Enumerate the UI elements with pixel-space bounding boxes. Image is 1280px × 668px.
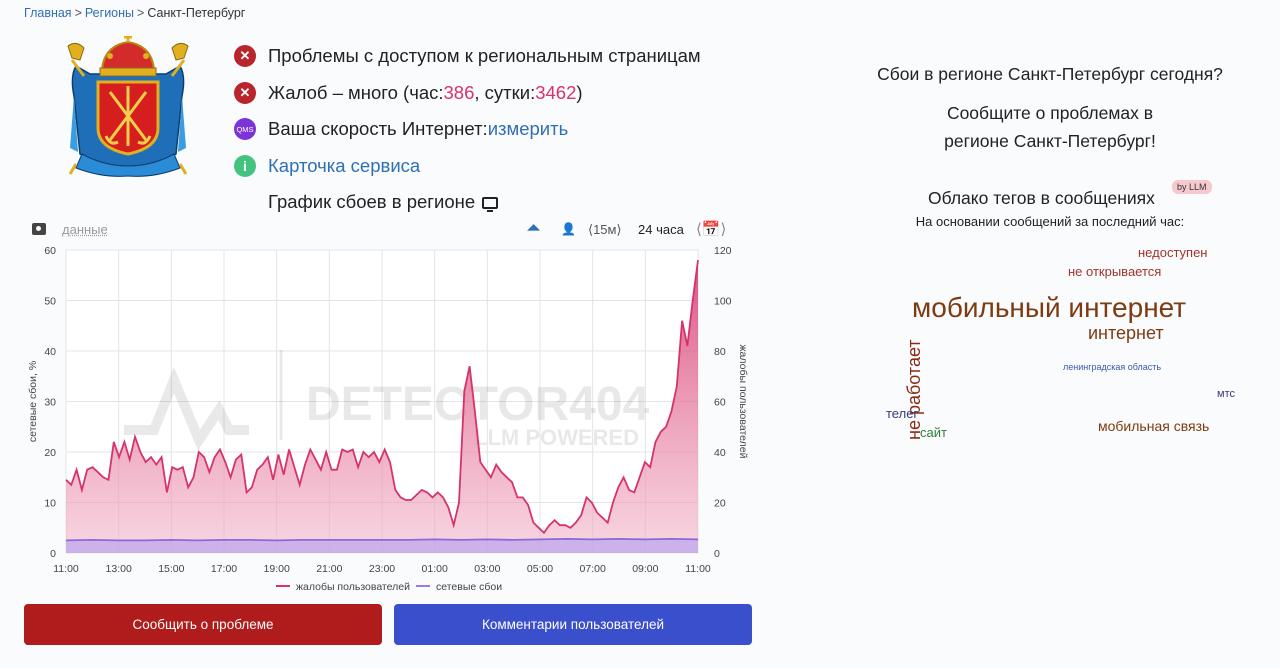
qms-icon: QMS	[234, 118, 256, 141]
x-tick-label: 11:00	[53, 563, 79, 575]
y-left-tick-label: 10	[44, 498, 56, 510]
tag-cloud-word[interactable]: мтс	[1217, 388, 1235, 400]
period-15m-button[interactable]: ⟨15м⟩	[588, 222, 622, 237]
info-icon: i	[234, 154, 256, 177]
user-icon[interactable]: 👤	[561, 222, 576, 236]
tag-cloud-word[interactable]: ленинградская область	[1063, 362, 1162, 372]
y-left-axis-label: сетевые сбои, %	[27, 361, 39, 442]
complaints-suffix: )	[576, 81, 583, 103]
x-tick-label: 07:00	[580, 563, 606, 575]
tag-cloud-word[interactable]: интернет	[1088, 323, 1164, 343]
x-tick-label: 09:00	[632, 563, 658, 575]
tag-cloud-title: Облако тегов в сообщениях	[928, 188, 1155, 208]
y-right-tick-label: 100	[714, 296, 732, 308]
breadcrumb-home-link[interactable]: Главная	[24, 6, 72, 20]
outage-chart: DETECTOR404 LLM POWERED 11:00 13:00 15:00 1…	[27, 245, 749, 593]
report-cta-line1: Сообщите о проблемах в	[946, 103, 1154, 123]
y-right-tick-label: 60	[714, 397, 726, 409]
complaints-area	[66, 260, 698, 553]
complaints-mid: , сутки:	[474, 81, 536, 103]
status-list: ✕ Проблемы с доступом к региональным стр…	[234, 38, 701, 221]
legend-complaints-label: жалобы пользователей	[296, 581, 410, 593]
complaints-hour-count: 386	[443, 81, 475, 103]
tag-cloud-word[interactable]: мобильный интернет	[912, 292, 1187, 323]
y-left-tick-label: 20	[44, 447, 56, 459]
breadcrumb: Главная > Регионы > Санкт-Петербург	[24, 6, 245, 20]
y-left-tick-label: 0	[50, 548, 56, 560]
graph-title-text: График сбоев в регионе	[268, 191, 476, 213]
y-right-axis-label: жалобы пользователей	[737, 345, 749, 459]
x-tick-label: 17:00	[211, 563, 237, 575]
monitor-icon[interactable]	[482, 197, 499, 213]
speed-text: Ваша скорость Интернет:	[268, 118, 488, 140]
report-cta-line2: регионе Санкт-Петербург!	[944, 131, 1156, 151]
region-question: Сбои в регионе Санкт-Петербург сегодня?	[877, 64, 1223, 84]
camera-icon[interactable]	[32, 223, 46, 235]
period-24h-button[interactable]: 24 часа	[638, 222, 684, 237]
calendar-nav-icon[interactable]: ⟨📅⟩	[696, 221, 727, 238]
chart-toolbar: данные ⏶ 👤 ⟨15м⟩ 24 часа ⟨📅⟩	[24, 219, 744, 241]
status-access-problems: ✕ Проблемы с доступом к региональным стр…	[234, 38, 701, 75]
coat-of-arms-icon	[67, 36, 189, 177]
y-right-tick-label: 40	[714, 447, 726, 459]
status-service-card: i Карточка сервиса	[234, 148, 701, 185]
tag-cloud-word[interactable]: сайт	[920, 425, 947, 440]
report-cta: Сообщите о проблемах в регионе Санкт-Пет…	[820, 99, 1280, 155]
error-icon: ✕	[234, 45, 256, 68]
breadcrumb-separator: >	[137, 6, 145, 20]
area-chart-icon[interactable]: ⏶	[527, 220, 540, 237]
y-right-tick-label: 0	[714, 548, 720, 560]
tag-cloud-word[interactable]: телег	[886, 406, 919, 421]
tag-cloud-word[interactable]: не открывается	[1068, 264, 1162, 279]
status-complaints: ✕ Жалоб – много (час: 386, сутки: 3462)	[234, 75, 701, 112]
breadcrumb-regions-link[interactable]: Регионы	[84, 6, 135, 20]
outages-line	[65, 537, 699, 542]
x-tick-label: 01:00	[422, 563, 448, 575]
status-speed: QMS Ваша скорость Интернет: измерить	[234, 111, 701, 148]
complaints-line	[65, 259, 699, 535]
x-tick-label: 05:00	[527, 563, 553, 575]
service-card-link[interactable]: Карточка сервиса	[268, 154, 421, 176]
x-tick-label: 11:00	[685, 563, 711, 575]
y-left-tick-label: 60	[44, 245, 56, 257]
y-left-tick-label: 30	[44, 397, 56, 409]
chart-legend: жалобы пользователей сетевые сбои	[276, 581, 502, 593]
breadcrumb-separator: >	[74, 6, 82, 20]
user-comments-button[interactable]: Комментарии пользователей	[394, 604, 752, 645]
report-problem-button[interactable]: Сообщить о проблеме	[24, 604, 382, 645]
status-access-text: Проблемы с доступом к региональным стран…	[268, 45, 701, 67]
watermark-text: DETECTOR404	[306, 378, 650, 431]
y-right-tick-label: 80	[714, 346, 726, 358]
x-tick-label: 13:00	[106, 563, 132, 575]
llm-badge: by LLM	[1172, 180, 1212, 194]
x-tick-label: 03:00	[474, 563, 500, 575]
tag-cloud-word[interactable]: недоступен	[1138, 245, 1208, 260]
y-right-tick-label: 120	[714, 245, 732, 257]
complaints-prefix: Жалоб – много (час:	[268, 81, 444, 103]
watermark-subtext: LLM POWERED	[474, 425, 639, 450]
outages-area	[66, 538, 698, 553]
x-tick-label: 15:00	[158, 563, 184, 575]
y-right-tick-label: 20	[714, 498, 726, 510]
chart-watermark: DETECTOR404 LLM POWERED	[124, 350, 650, 451]
y-left-tick-label: 40	[44, 346, 56, 358]
error-icon: ✕	[234, 81, 256, 104]
x-tick-label: 21:00	[316, 563, 342, 575]
chart-axis-labels: 11:00 13:00 15:00 17:00 19:00 21:00 23:00 01:00…	[27, 245, 749, 575]
data-link[interactable]: данные	[62, 222, 108, 237]
tag-cloud-subtitle: На основании сообщений за последний час:	[915, 214, 1185, 229]
tag-cloud-word[interactable]: мобильная связь	[1098, 418, 1210, 434]
y-left-tick-label: 50	[44, 296, 56, 308]
graph-title: График сбоев в регионе	[234, 184, 701, 221]
legend-outages-label: сетевые сбои	[436, 581, 502, 593]
complaints-day-count: 3462	[535, 81, 577, 103]
speed-measure-link[interactable]: измерить	[487, 118, 569, 140]
breadcrumb-current: Санкт-Петербург	[147, 6, 246, 20]
x-tick-label: 23:00	[369, 563, 395, 575]
x-tick-label: 19:00	[264, 563, 290, 575]
